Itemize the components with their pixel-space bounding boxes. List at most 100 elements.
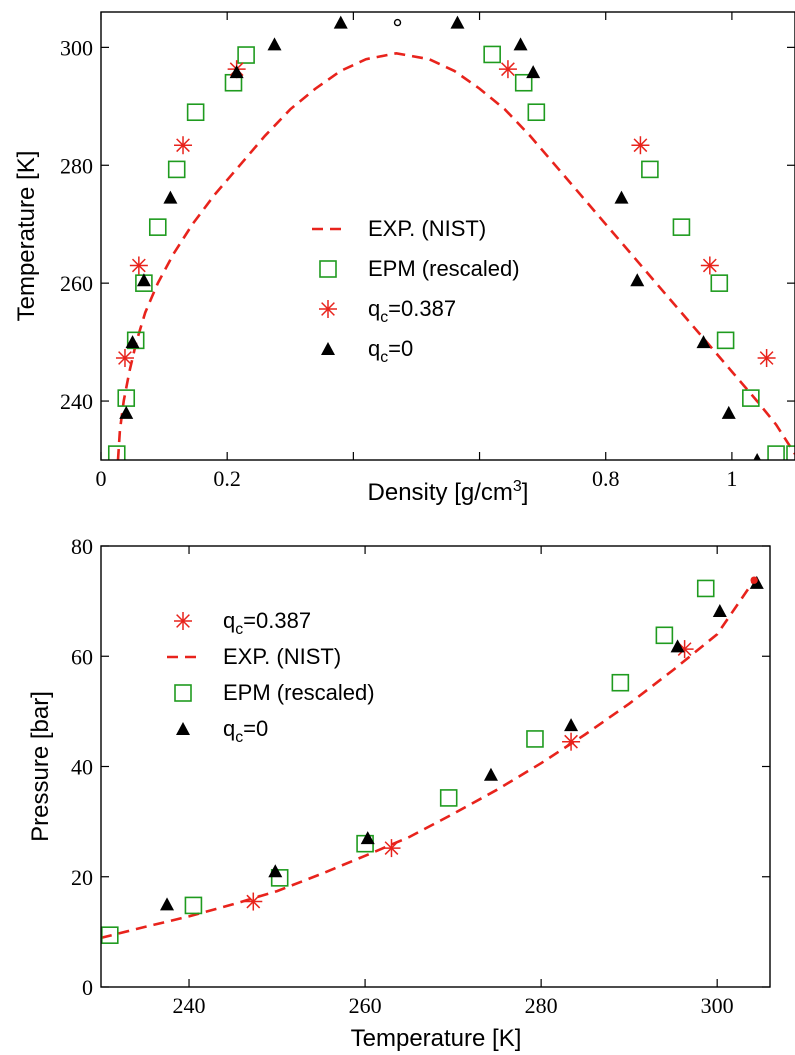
data-point — [712, 604, 727, 618]
data-point — [117, 389, 136, 407]
temperature-pressure-plot: 240 260 280 300 0 20 40 60 80 Temperature [K] Pres… — [27, 534, 771, 1052]
data-point — [450, 15, 465, 29]
plot-area — [107, 15, 795, 460]
data-point — [333, 15, 348, 29]
data-point — [696, 579, 715, 598]
legend-marker-swatch — [319, 300, 337, 318]
plot-area — [101, 575, 764, 944]
data-point — [174, 136, 193, 155]
data-point — [267, 37, 282, 51]
x-tick-label: 1 — [726, 466, 737, 491]
data-point — [160, 897, 175, 911]
data-point — [700, 256, 719, 275]
data-point — [237, 46, 255, 64]
data-point — [483, 767, 498, 781]
legend: qc=0.387 EXP. (NIST) EPM (rescaled) qc=0 — [167, 608, 375, 746]
data-point — [527, 103, 546, 122]
y-tick-label: 280 — [60, 153, 93, 178]
legend-label: EPM (rescaled) — [223, 680, 375, 705]
data-point — [167, 160, 186, 179]
legend-label: EXP. (NIST) — [223, 644, 341, 669]
data-point — [672, 218, 691, 236]
data-point — [742, 389, 760, 407]
y-tick-label: 20 — [71, 865, 93, 890]
data-point — [498, 60, 517, 79]
plot-frame — [100, 11, 795, 461]
critical-point — [750, 576, 758, 584]
critical-point — [393, 18, 402, 27]
x-tick-label: 300 — [701, 993, 734, 1018]
data-point — [716, 331, 735, 350]
x-axis-label: Temperature [K] — [351, 1025, 522, 1052]
data-point — [186, 103, 205, 122]
x-tick-label: 0 — [96, 466, 107, 491]
y-tick-label: 300 — [60, 35, 93, 60]
plot-frame — [100, 545, 771, 988]
y-tick-label: 80 — [71, 534, 93, 559]
legend-label: EXP. (NIST) — [368, 216, 486, 241]
x-tick-label: 280 — [525, 993, 558, 1018]
legend-marker-swatch — [174, 612, 192, 630]
data-point — [786, 445, 795, 460]
data-point — [360, 831, 375, 845]
data-point — [125, 335, 140, 349]
data-point — [630, 273, 645, 287]
data-point — [611, 673, 630, 692]
data-point — [710, 274, 729, 292]
data-point — [129, 256, 148, 275]
data-point — [564, 718, 579, 732]
series-line — [101, 579, 756, 940]
legend-label: qc=0.387 — [368, 296, 456, 326]
data-point — [382, 839, 401, 858]
data-point — [439, 789, 458, 807]
legend-label: EPM (rescaled) — [368, 256, 520, 281]
data-point — [115, 349, 134, 368]
data-point — [767, 445, 785, 460]
data-point — [163, 190, 178, 204]
y-tick-label: 0 — [82, 975, 93, 1000]
y-tick-label: 40 — [71, 755, 93, 780]
data-point — [757, 349, 776, 368]
legend-label: qc=0.387 — [223, 608, 311, 638]
y-tick-label: 260 — [60, 271, 93, 296]
data-point — [483, 45, 501, 64]
series-line — [116, 51, 795, 460]
data-point — [268, 864, 283, 878]
data-point — [655, 626, 674, 645]
data-point — [229, 65, 244, 79]
x-tick-label: 260 — [349, 993, 382, 1018]
data-point — [562, 732, 581, 751]
x-tick-label: 0.2 — [213, 466, 241, 491]
data-point — [184, 896, 203, 915]
data-point — [753, 453, 761, 460]
y-axis-label: Pressure [bar] — [27, 691, 54, 842]
legend-label: qc=0 — [223, 716, 268, 746]
legend-marker-swatch — [174, 684, 192, 702]
data-point — [696, 335, 711, 349]
data-point — [641, 160, 659, 179]
data-point — [119, 405, 134, 419]
y-tick-label: 240 — [60, 389, 93, 414]
data-point — [526, 65, 541, 79]
legend: EXP. (NIST) EPM (rescaled) qc=0.387 qc=0 — [312, 216, 520, 366]
legend-marker-swatch — [319, 260, 337, 278]
y-tick-label: 60 — [71, 644, 93, 669]
legend-label: qc=0 — [368, 336, 413, 366]
data-point — [136, 273, 151, 287]
data-point — [526, 730, 544, 748]
legend-marker-swatch — [176, 722, 190, 735]
x-tick-label: 240 — [173, 993, 206, 1018]
legend-marker-swatch — [321, 342, 335, 355]
data-point — [721, 405, 736, 419]
data-point — [148, 218, 167, 236]
data-point — [514, 73, 533, 92]
data-point — [513, 37, 528, 51]
data-point — [244, 892, 263, 911]
data-point — [614, 190, 629, 204]
data-point — [107, 445, 126, 460]
data-point — [631, 136, 650, 155]
data-point — [670, 639, 685, 653]
data-point — [126, 331, 145, 350]
y-axis-label: Temperature [K] — [13, 151, 40, 322]
